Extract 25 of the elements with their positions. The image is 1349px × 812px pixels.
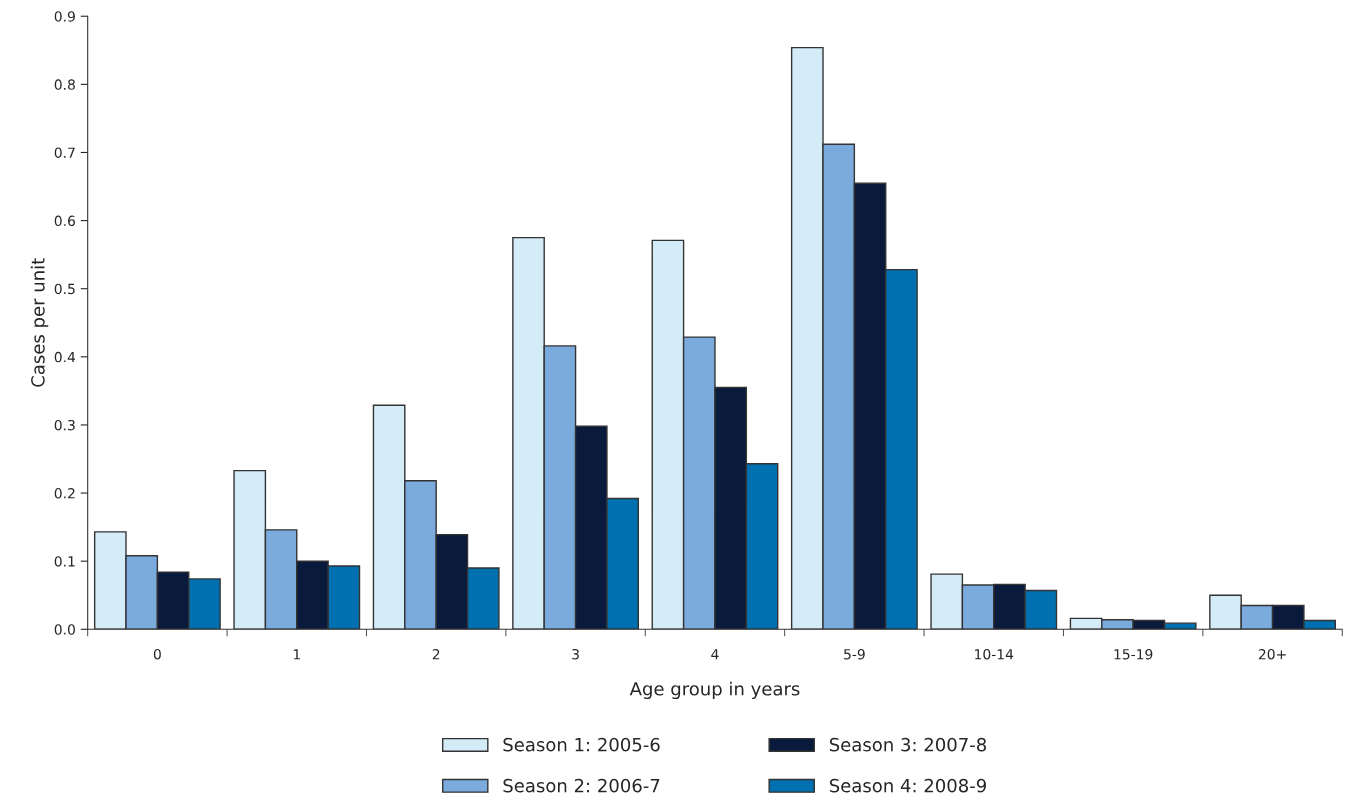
y-tick-label: 0.3 xyxy=(54,419,75,431)
x-tick-label: 4 xyxy=(711,649,719,660)
x-tick-label: 0 xyxy=(153,648,161,660)
legend-label: Season 1: 2005-6 xyxy=(503,737,660,752)
x-tick-label: 15-19 xyxy=(1114,648,1153,660)
y-tick-label: 0.5 xyxy=(54,283,75,295)
y-tick-label: 0.8 xyxy=(54,79,75,90)
x-tick-label: 5-9 xyxy=(844,648,865,660)
x-axis-title: Age group in years xyxy=(629,681,800,700)
x-tick-label: 2 xyxy=(432,648,440,660)
legend-label: Season 2: 2006-7 xyxy=(503,778,660,793)
x-tick-label: 1 xyxy=(293,649,300,660)
y-tick-label: 0.4 xyxy=(54,351,76,363)
y-tick-label: 0.6 xyxy=(54,215,76,227)
y-tick-label: 0.1 xyxy=(54,556,75,567)
x-tick-label: 20+ xyxy=(1258,648,1286,660)
y-tick-label: 0.9 xyxy=(54,11,75,22)
legend-label: Season 3: 2007-8 xyxy=(829,737,987,752)
x-tick-label: 3 xyxy=(572,648,579,660)
legend-label: Season 4: 2008-9 xyxy=(829,778,986,793)
x-tick-label: 10-14 xyxy=(975,648,1014,660)
y-tick-label: 0.2 xyxy=(54,488,75,499)
y-tick-label: 0.0 xyxy=(54,624,75,635)
y-tick-label: 0.7 xyxy=(54,147,75,158)
y-axis-title: Cases per unit xyxy=(30,258,49,387)
